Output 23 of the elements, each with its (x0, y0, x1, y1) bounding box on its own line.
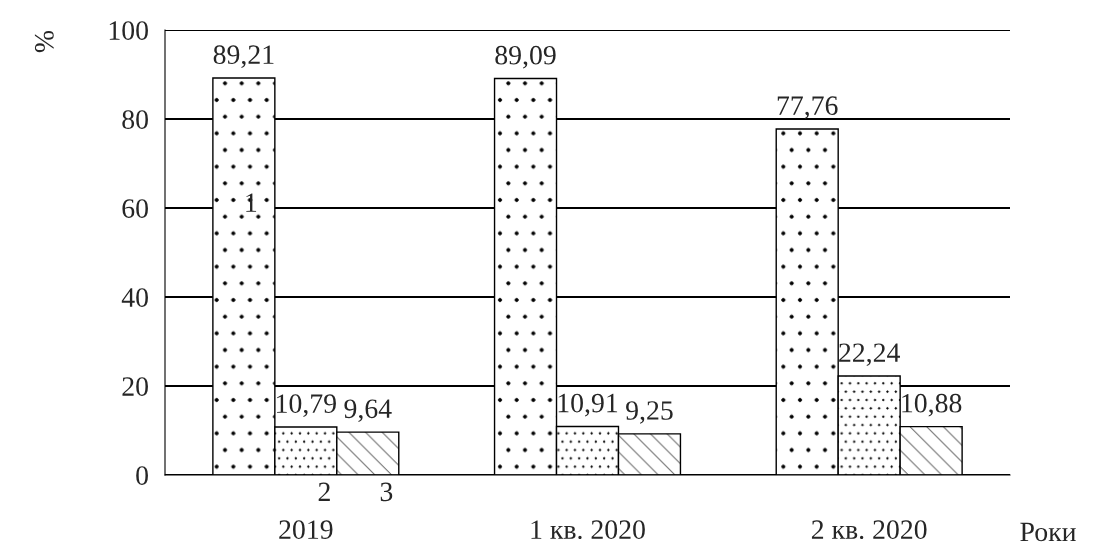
y-tick-label: 80 (122, 110, 148, 129)
data-label: 89,21 (213, 45, 274, 69)
data-label: 10,88 (902, 393, 962, 417)
data-label: 9,25 (626, 401, 673, 424)
series-label: 3 (380, 482, 393, 502)
series-label: 1 (246, 193, 257, 212)
data-label: 77,76 (777, 96, 838, 119)
x-axis-title: Роки (1020, 522, 1076, 542)
y-tick-label: 100 (109, 21, 148, 40)
data-label: 10,79 (277, 394, 336, 418)
y-tick-label: 0 (136, 466, 148, 485)
y-tick-label: 40 (121, 288, 148, 307)
y-tick-label: 20 (122, 377, 148, 396)
data-label: 89,09 (495, 45, 556, 69)
series-label: 2 (318, 482, 330, 501)
x-tick-label: 1 кв. 2020 (531, 520, 645, 540)
data-label: 10,91 (558, 393, 618, 417)
x-tick-label: 2019 (279, 520, 333, 539)
x-tick-label: 2 кв. 2020 (811, 520, 927, 540)
data-label: 9,64 (344, 399, 392, 423)
y-tick-label: 60 (122, 199, 148, 218)
data-label: 22,24 (839, 343, 900, 367)
y-axis-title: % (34, 30, 54, 53)
